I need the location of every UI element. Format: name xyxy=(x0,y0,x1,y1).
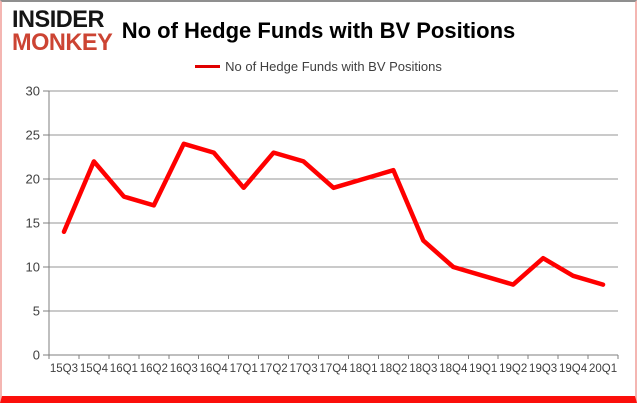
x-axis-label: 18Q4 xyxy=(439,363,468,375)
x-axis-label: 17Q3 xyxy=(289,363,317,375)
y-axis-label: 30 xyxy=(26,84,40,99)
y-axis-label: 5 xyxy=(33,304,40,319)
x-axis-label: 18Q2 xyxy=(379,363,407,375)
legend-line-swatch xyxy=(195,65,221,68)
legend: No of Hedge Funds with BV Positions xyxy=(2,59,635,74)
logo-insider-text: INSIDER xyxy=(12,6,104,33)
x-axis-label: 16Q1 xyxy=(110,363,138,375)
chart-title: No of Hedge Funds with BV Positions xyxy=(121,18,516,43)
x-axis-label: 20Q1 xyxy=(589,363,617,375)
x-axis-label: 19Q4 xyxy=(559,363,588,375)
x-axis-label: 17Q1 xyxy=(230,363,258,375)
line-chart: 0 5 10 15 20 25 30 15Q3 15Q4 16Q1 16Q2 16Q3 16Q4 17Q1… xyxy=(26,84,619,375)
legend-label: No of Hedge Funds with BV Positions xyxy=(225,59,442,74)
y-axis-label: 25 xyxy=(26,128,40,143)
y-axis-label: 20 xyxy=(26,172,40,187)
x-axis-label: 18Q1 xyxy=(349,363,377,375)
x-axis-label: 18Q3 xyxy=(409,363,437,375)
x-axis-label: 16Q4 xyxy=(200,363,229,375)
x-axis-label: 17Q2 xyxy=(260,363,288,375)
x-axis-label: 19Q1 xyxy=(469,363,497,375)
x-axis-label: 16Q3 xyxy=(170,363,198,375)
x-axis-label: 16Q2 xyxy=(140,363,168,375)
insider-monkey-logo: INSIDER MONKEY xyxy=(12,6,113,56)
data-line-series xyxy=(61,141,606,287)
y-axis-label: 15 xyxy=(26,216,40,231)
y-axis-label: 0 xyxy=(33,348,40,363)
x-axis-label: 15Q4 xyxy=(80,363,109,375)
x-axis-label: 19Q3 xyxy=(529,363,557,375)
logo-monkey-text: MONKEY xyxy=(12,28,113,56)
x-axis-label: 19Q2 xyxy=(499,363,527,375)
x-axis-label: 17Q4 xyxy=(319,363,348,375)
x-axis-label: 15Q3 xyxy=(50,363,78,375)
y-axis-label: 10 xyxy=(26,260,40,275)
